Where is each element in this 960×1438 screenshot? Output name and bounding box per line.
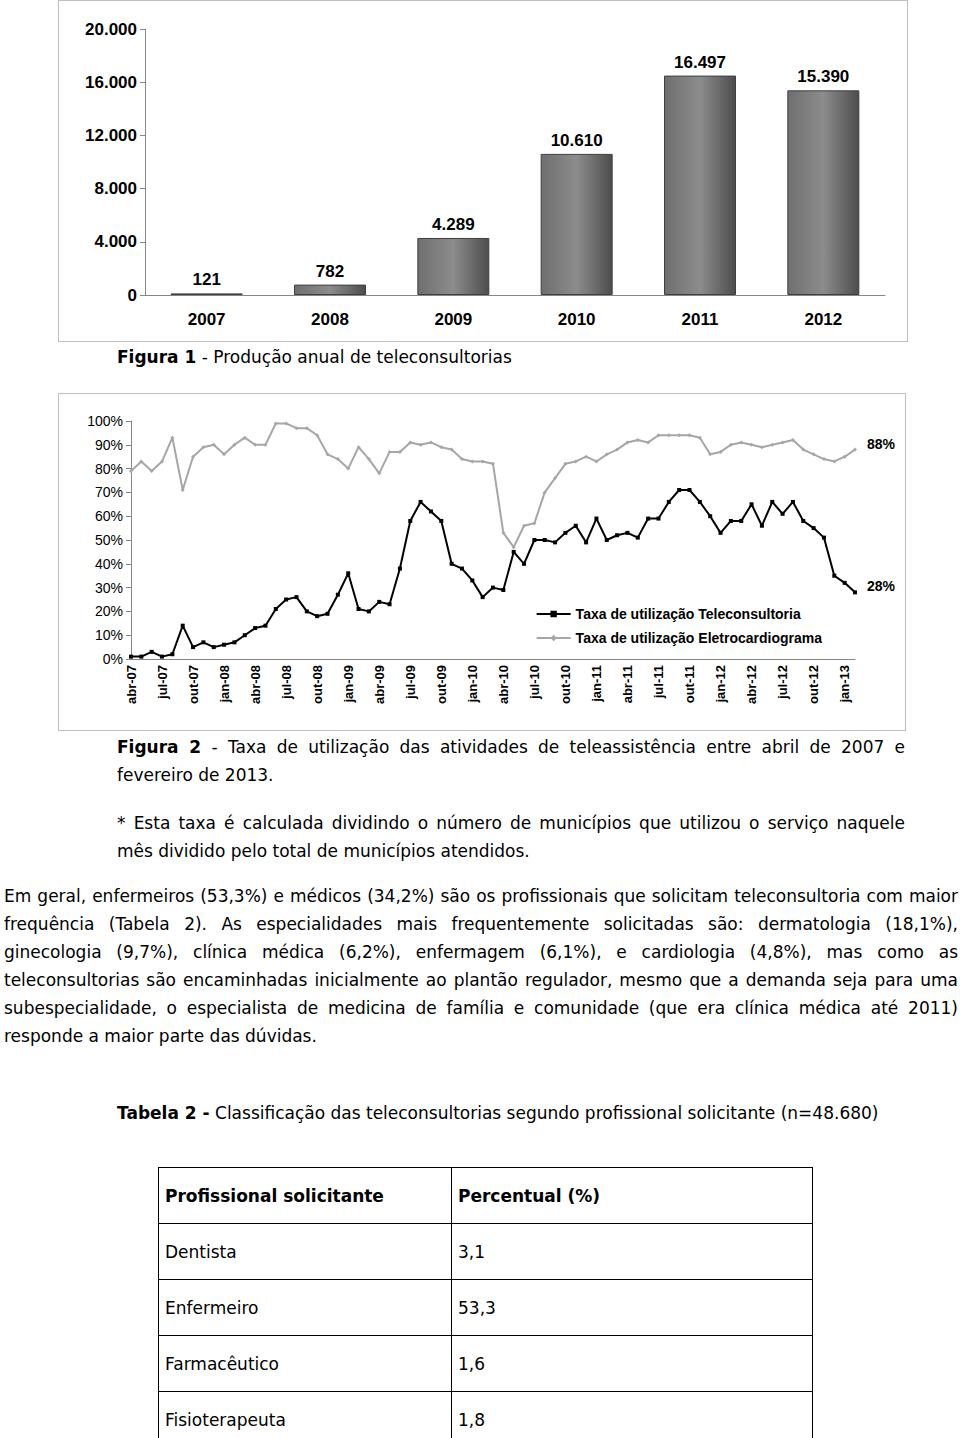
svg-text:Taxa de utilização Eletrocardi: Taxa de utilização Eletrocardiograma xyxy=(576,630,823,646)
html-text:Dentista: Dentista xyxy=(165,1241,237,1262)
svg-text:2009: 2009 xyxy=(434,310,472,329)
svg-text:jul-08: jul-08 xyxy=(279,665,294,700)
svg-text:abr-08: abr-08 xyxy=(248,665,263,704)
svg-text:jul-09: jul-09 xyxy=(403,665,418,700)
html-text:Percentual (%): Percentual (%) xyxy=(458,1185,601,1206)
html-text:Farmacêutico: Farmacêutico xyxy=(165,1353,279,1374)
svg-text:40%: 40% xyxy=(95,556,123,572)
svg-text:60%: 60% xyxy=(95,508,123,524)
svg-text:16.000: 16.000 xyxy=(85,73,137,92)
html-text:53,3: 53,3 xyxy=(458,1297,496,1318)
html-text:* Esta taxa é calculada dividi: * Esta taxa é calculada dividindo o núme… xyxy=(117,813,905,861)
svg-text:90%: 90% xyxy=(95,437,123,453)
svg-text:2012: 2012 xyxy=(804,310,842,329)
svg-text:jul-10: jul-10 xyxy=(527,665,542,700)
svg-text:out-07: out-07 xyxy=(186,665,201,704)
svg-text:121: 121 xyxy=(192,270,220,289)
html-text:Figura 1 - Produção anual de t: Figura 1 - Produção anual de teleconsult… xyxy=(117,347,512,367)
svg-text:10.610: 10.610 xyxy=(551,131,603,150)
svg-text:jan-10: jan-10 xyxy=(465,665,480,704)
svg-text:jan-13: jan-13 xyxy=(837,665,852,704)
html-text:3,1: 3,1 xyxy=(458,1241,485,1262)
svg-text:80%: 80% xyxy=(95,461,123,477)
svg-text:out-11: out-11 xyxy=(682,665,697,703)
html-text:Profissional solicitante: Profissional solicitante xyxy=(165,1185,384,1206)
svg-text:2007: 2007 xyxy=(188,310,226,329)
svg-text:out-12: out-12 xyxy=(806,665,821,704)
svg-text:jul-12: jul-12 xyxy=(775,665,790,700)
svg-text:2008: 2008 xyxy=(311,310,349,329)
svg-text:15.390: 15.390 xyxy=(797,67,849,86)
svg-text:jan-12: jan-12 xyxy=(713,665,728,704)
svg-text:16.497: 16.497 xyxy=(674,53,726,72)
svg-text:20.000: 20.000 xyxy=(85,20,137,39)
svg-text:abr-07: abr-07 xyxy=(124,665,139,704)
svg-text:0: 0 xyxy=(128,286,137,305)
svg-text:0%: 0% xyxy=(103,651,123,667)
svg-text:8.000: 8.000 xyxy=(94,179,137,198)
svg-text:2011: 2011 xyxy=(682,310,719,329)
svg-text:12.000: 12.000 xyxy=(85,126,137,145)
svg-text:20%: 20% xyxy=(95,603,123,619)
svg-text:Taxa de utilização Teleconsult: Taxa de utilização Teleconsultoria xyxy=(576,606,801,622)
svg-text:jan-08: jan-08 xyxy=(217,665,232,704)
svg-text:28%: 28% xyxy=(867,578,896,594)
html-text:1,6: 1,6 xyxy=(458,1353,485,1374)
svg-text:782: 782 xyxy=(316,262,344,281)
html-text:Fisioterapeuta: Fisioterapeuta xyxy=(165,1409,286,1430)
svg-text:100%: 100% xyxy=(87,413,123,429)
svg-text:4.000: 4.000 xyxy=(94,232,137,251)
svg-text:30%: 30% xyxy=(95,580,123,596)
svg-text:88%: 88% xyxy=(867,436,896,452)
html-text:1,8: 1,8 xyxy=(458,1409,485,1430)
svg-text:jul-11: jul-11 xyxy=(651,665,666,699)
svg-text:70%: 70% xyxy=(95,484,123,500)
svg-text:abr-11: abr-11 xyxy=(620,665,635,703)
svg-text:2010: 2010 xyxy=(558,310,596,329)
svg-text:4.289: 4.289 xyxy=(432,215,475,234)
html-text:Tabela 2 - Classificação das t: Tabela 2 - Classificação das teleconsult… xyxy=(117,1103,879,1123)
svg-text:out-08: out-08 xyxy=(310,665,325,704)
svg-text:out-09: out-09 xyxy=(434,665,449,704)
svg-text:jan-09: jan-09 xyxy=(341,665,356,704)
svg-text:abr-10: abr-10 xyxy=(496,665,511,704)
svg-text:50%: 50% xyxy=(95,532,123,548)
html-text:Enfermeiro: Enfermeiro xyxy=(165,1297,259,1318)
svg-text:abr-12: abr-12 xyxy=(744,665,759,704)
html-text:Em geral, enfermeiros (53,3%): Em geral, enfermeiros (53,3%) e médicos … xyxy=(4,886,958,1046)
svg-text:jan-11: jan-11 xyxy=(589,665,604,703)
svg-text:out-10: out-10 xyxy=(558,665,573,704)
svg-text:abr-09: abr-09 xyxy=(372,665,387,704)
svg-text:jul-07: jul-07 xyxy=(155,665,170,700)
html-text:Figura 2 - Taxa de utilização: Figura 2 - Taxa de utilização das ativid… xyxy=(117,737,905,785)
svg-text:10%: 10% xyxy=(95,627,123,643)
